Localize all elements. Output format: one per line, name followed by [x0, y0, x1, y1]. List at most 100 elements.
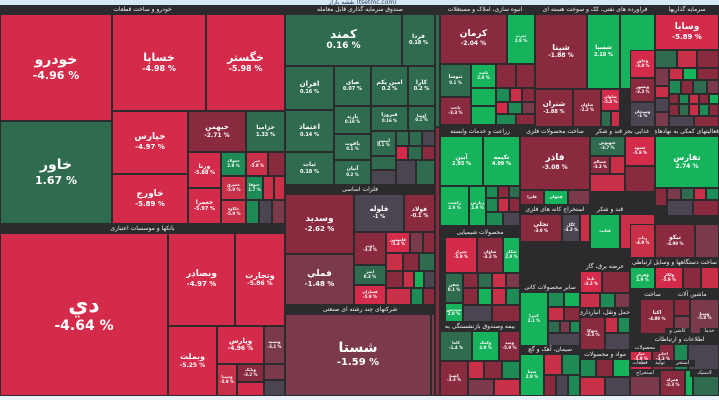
stock-tile[interactable]: [544, 375, 556, 396]
stock-tile[interactable]: فلوله -1 %: [354, 194, 404, 232]
stock-tile[interactable]: [600, 293, 615, 308]
stock-tile[interactable]: [422, 131, 435, 146]
stock-tile[interactable]: پارند 0.18 %: [334, 106, 371, 134]
stock-tile[interactable]: [548, 307, 564, 321]
stock-tile[interactable]: وکمک 2.9 %: [472, 331, 499, 361]
stock-tile[interactable]: [492, 273, 506, 288]
stock-tile[interactable]: خزامیا 1.33 %: [246, 111, 285, 152]
stock-tile[interactable]: [618, 317, 630, 333]
stock-tile[interactable]: فیروزا 0.16 %: [371, 106, 408, 131]
stock-tile[interactable]: [486, 198, 498, 212]
stock-tile[interactable]: [689, 104, 699, 116]
stock-tile[interactable]: وسایا -5.89 %: [655, 14, 719, 50]
stock-tile[interactable]: فایرا: [520, 190, 544, 205]
stock-tile[interactable]: [468, 361, 484, 379]
stock-tile[interactable]: [386, 288, 411, 305]
stock-tile[interactable]: [605, 317, 618, 333]
stock-tile[interactable]: وپارس -4.96 %: [217, 326, 264, 364]
stock-tile[interactable]: [568, 190, 590, 205]
stock-tile[interactable]: [669, 80, 681, 94]
stock-tile[interactable]: تجلي -3.9 %: [520, 214, 562, 242]
stock-tile[interactable]: [683, 267, 701, 289]
stock-tile[interactable]: زکشت 2.9 %: [440, 186, 469, 226]
stock-tile[interactable]: دي -4.64 %: [0, 233, 168, 396]
stock-tile[interactable]: [655, 50, 677, 68]
stock-tile[interactable]: صای 0.07 %: [334, 66, 371, 106]
stock-tile[interactable]: آبین 2.93 %: [440, 136, 483, 186]
stock-tile[interactable]: [694, 116, 719, 127]
stock-tile[interactable]: [492, 288, 506, 305]
stock-tile[interactable]: [667, 188, 681, 200]
stock-tile[interactable]: کبیرا 2.1 %: [520, 292, 548, 346]
stock-tile[interactable]: [548, 321, 560, 333]
stock-tile[interactable]: [484, 361, 502, 379]
stock-tile[interactable]: [423, 232, 435, 253]
stock-tile[interactable]: [625, 166, 655, 192]
stock-tile[interactable]: آوسا 0.1 %: [408, 106, 435, 131]
stock-tile[interactable]: شپنا -1.88 %: [535, 14, 587, 89]
stock-tile[interactable]: [613, 359, 630, 377]
stock-tile[interactable]: [509, 198, 520, 212]
stock-tile[interactable]: [701, 267, 719, 289]
stock-tile[interactable]: کارا 0.2 %: [408, 66, 435, 106]
stock-tile[interactable]: [683, 68, 697, 80]
stock-tile[interactable]: [508, 102, 522, 114]
stock-tile[interactable]: [693, 200, 719, 216]
stock-tile[interactable]: وسبحان -1 %: [630, 102, 655, 127]
stock-tile[interactable]: [580, 377, 605, 396]
stock-tile[interactable]: اعتماد 0.14 %: [285, 110, 334, 152]
stock-tile[interactable]: [610, 156, 625, 174]
stock-tile[interactable]: وبانک -3.2 %: [237, 364, 264, 382]
stock-tile[interactable]: ثاخت -3.3 %: [440, 97, 471, 125]
stock-tile[interactable]: [410, 232, 423, 253]
stock-tile[interactable]: رتاپ -4.9 %: [630, 224, 655, 258]
stock-tile[interactable]: ثامید 2.9 %: [471, 64, 496, 88]
stock-tile[interactable]: [706, 188, 719, 200]
stock-tile[interactable]: خنر -5.9 %: [246, 152, 268, 176]
stock-tile[interactable]: خعولاد 2.9 %: [221, 152, 246, 176]
stock-tile[interactable]: ومید -5.9 %: [499, 331, 520, 361]
stock-tile[interactable]: [516, 64, 535, 88]
stock-tile[interactable]: [580, 293, 600, 308]
stock-tile[interactable]: [601, 111, 611, 127]
stock-tile[interactable]: [435, 127, 440, 396]
stock-tile[interactable]: ولکار -5.9 %: [655, 267, 683, 289]
stock-tile[interactable]: [707, 80, 719, 94]
stock-tile[interactable]: [486, 212, 503, 226]
stock-tile[interactable]: [510, 88, 522, 102]
stock-tile[interactable]: ختوقا 1.7 %: [246, 176, 263, 200]
stock-tile[interactable]: [679, 104, 689, 116]
stock-tile[interactable]: غبهنوش -3.7 %: [590, 136, 625, 156]
stock-tile[interactable]: [471, 88, 496, 106]
stock-tile[interactable]: خشرق -5.9 %: [221, 176, 246, 200]
stock-tile[interactable]: خکاوه -5.9 %: [221, 200, 246, 224]
stock-tile[interactable]: ورنا -5.88 %: [188, 152, 221, 188]
stock-tile[interactable]: [669, 104, 679, 116]
stock-tile[interactable]: [463, 288, 478, 305]
stock-tile[interactable]: [478, 288, 492, 305]
stock-tile[interactable]: [463, 305, 492, 322]
stock-tile[interactable]: تفارس 2.74 %: [655, 136, 719, 188]
stock-tile[interactable]: [669, 116, 694, 127]
stock-tile[interactable]: [669, 94, 679, 104]
stock-tile[interactable]: خودرو -4.96 %: [0, 14, 112, 121]
stock-tile[interactable]: افران 0.16 %: [285, 66, 334, 110]
stock-tile[interactable]: قثابت: [590, 214, 620, 249]
stock-tile[interactable]: [677, 50, 697, 68]
stock-tile[interactable]: [655, 68, 669, 86]
stock-tile[interactable]: [435, 14, 440, 127]
stock-tile[interactable]: [237, 382, 264, 396]
stock-tile[interactable]: [496, 88, 510, 102]
stock-tile[interactable]: [396, 160, 416, 185]
stock-tile[interactable]: [496, 114, 516, 125]
stock-tile[interactable]: [498, 186, 509, 198]
stock-tile[interactable]: [570, 321, 580, 333]
stock-tile[interactable]: فجهان: [544, 190, 568, 205]
stock-tile[interactable]: ثنوسا 0.1 %: [440, 64, 471, 97]
stock-tile[interactable]: [264, 364, 285, 380]
stock-tile[interactable]: [259, 200, 272, 224]
stock-tile[interactable]: [655, 112, 669, 127]
stock-tile[interactable]: [503, 212, 520, 226]
stock-tile[interactable]: کگل -3.3 %: [562, 214, 580, 242]
stock-tile[interactable]: [502, 361, 520, 379]
